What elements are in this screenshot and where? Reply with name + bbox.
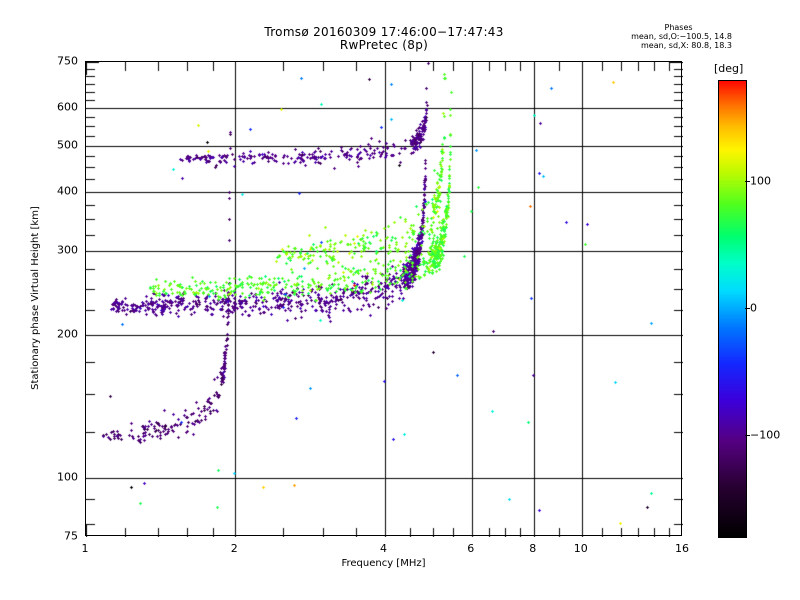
plot-area <box>85 61 683 537</box>
x-tick-label-4: 4 <box>380 542 387 555</box>
x-tick-label-6: 6 <box>467 542 475 555</box>
colorbar-tick-label-0: 0 <box>750 301 757 315</box>
x-tick-label-8: 8 <box>529 542 537 555</box>
phase-statistics: Phases mean, sd,O:−100.5, 14.8 mean, sd,… <box>631 23 732 50</box>
y-tick-label-300: 300 <box>57 243 78 257</box>
figure-title-block: Tromsø 20160309 17:46:00−17:47:43 RwPret… <box>85 26 683 52</box>
figure-title: Tromsø 20160309 17:46:00−17:47:43 <box>264 25 504 39</box>
x-tick-label-1: 1 <box>81 542 89 555</box>
colorbar-tick-mark <box>745 435 750 436</box>
figure-subtitle: RwPretec (8p) <box>339 38 429 52</box>
phase-statistics-heading: Phases <box>664 23 693 32</box>
colorbar-tick-label-100: 100 <box>750 174 771 188</box>
phase-statistics-extraordinary: mean, sd,X: 80.8, 18.3 <box>641 41 732 50</box>
y-tick-label-750: 750 <box>57 54 78 68</box>
phase-statistics-ordinary: mean, sd,O:−100.5, 14.8 <box>631 32 732 41</box>
y-tick-label-75: 75 <box>64 529 78 543</box>
x-tick-label-10: 10 <box>573 542 588 555</box>
y-axis-label: Stationary phase Virtual Height [km] <box>30 206 41 390</box>
y-tick-label-100: 100 <box>57 470 78 484</box>
colorbar-tick-mark <box>745 181 750 182</box>
colorbar-tick-mark <box>745 308 750 309</box>
colorbar-gradient <box>718 80 747 538</box>
x-axis-label: Frequency [MHz] <box>341 558 426 569</box>
colorbar-unit-label: [deg] <box>714 62 744 75</box>
x-tick-label-16: 16 <box>675 542 689 555</box>
y-tick-label-500: 500 <box>57 138 78 152</box>
x-tick-label-2: 2 <box>230 542 238 555</box>
y-tick-label-400: 400 <box>57 184 78 198</box>
y-tick-label-200: 200 <box>57 327 78 341</box>
colorbar-tick-label--100: −100 <box>750 428 781 442</box>
colorbar <box>718 80 747 538</box>
scatter-data-layer <box>86 62 683 537</box>
y-tick-label-600: 600 <box>57 100 78 114</box>
